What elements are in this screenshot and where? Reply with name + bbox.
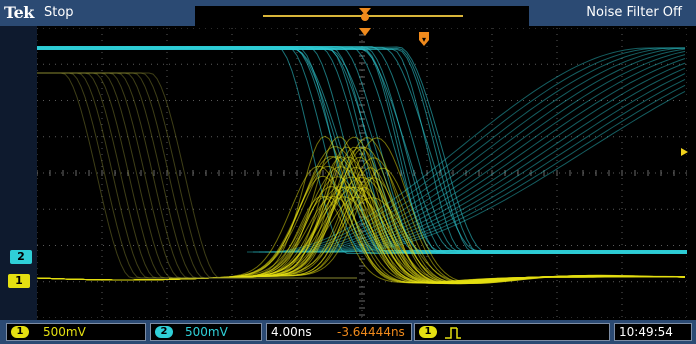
ch2-trace-rising: [265, 47, 686, 253]
ch1-ground-marker[interactable]: 1: [8, 274, 30, 288]
ch1-marker-label: 1: [15, 274, 23, 287]
timebase-scale: 4.00ns: [271, 325, 312, 339]
bottom-readout-bar: 1 500mV 2 500mV 4.00ns -3.64444ns 1 10:4…: [0, 320, 696, 344]
ch1-ghost-trace: [37, 72, 357, 279]
ch2-readout[interactable]: 2 500mV: [150, 323, 262, 341]
channel-marker-rail: [0, 26, 37, 320]
ch2-marker-label: 2: [17, 250, 25, 263]
ch1-ghost-trace: [37, 72, 357, 279]
ch2-trace-rising: [301, 67, 686, 253]
ch2-trace-rising: [289, 58, 686, 253]
trigger-source-chip: 1: [419, 326, 437, 338]
ch1-ghost-trace: [37, 72, 357, 279]
ch1-scale: 500mV: [43, 325, 86, 339]
ch1-ghost-trace: [37, 72, 357, 279]
ch2-chip: 2: [155, 326, 173, 338]
top-status-bar: Tek Stop Noise Filter Off: [0, 0, 696, 26]
overview-markers: [359, 8, 371, 21]
ch1-ghost-trace: [37, 72, 357, 279]
timebase-readout[interactable]: 4.00ns -3.64444ns: [266, 323, 412, 341]
clock-readout: 10:49:54: [614, 323, 692, 341]
ch2-trace-rising: [259, 47, 685, 253]
ch1-readout[interactable]: 1 500mV: [6, 323, 146, 341]
ch1-chip: 1: [11, 326, 29, 338]
graticule-and-waveforms: [37, 28, 687, 318]
ch1-ghost-trace: [37, 72, 357, 279]
overview-trigger-marker-icon: [359, 8, 371, 15]
overview-position-marker-icon: [361, 13, 369, 21]
rising-edge-icon: [445, 327, 461, 339]
ch2-trace-rising: [277, 50, 686, 253]
ch2-trace-rising: [247, 47, 685, 253]
ch2-trace-rising: [253, 47, 685, 253]
ch2-scale: 500mV: [185, 325, 228, 339]
ch1-trace: [37, 157, 686, 284]
ch1-ghost-trace: [37, 72, 357, 279]
waveform-display[interactable]: [37, 28, 687, 318]
ch2-trace-rising: [283, 54, 686, 253]
run-state-label[interactable]: Stop: [44, 5, 74, 20]
ch1-trace: [37, 146, 686, 284]
ch2-trace: [37, 46, 687, 254]
ch2-trace: [37, 46, 687, 254]
ch2-ground-marker[interactable]: 2: [10, 250, 32, 264]
clock-time: 10:49:54: [619, 325, 673, 339]
brand-logo: Tek: [4, 3, 34, 22]
ch2-trace-rising: [271, 48, 686, 253]
noise-filter-label[interactable]: Noise Filter Off: [586, 5, 682, 20]
ch2-trace: [37, 46, 687, 254]
ch1-ghost-trace: [37, 72, 357, 279]
ch1-ghost-trace: [37, 72, 357, 279]
record-overview[interactable]: [195, 6, 529, 26]
ch1-ghost-trace: [37, 72, 357, 279]
ch1-ghost-trace: [37, 72, 357, 279]
trigger-readout[interactable]: 1: [414, 323, 610, 341]
ch1-ghost-trace: [37, 72, 357, 279]
timebase-delay: -3.64444ns: [337, 325, 405, 339]
